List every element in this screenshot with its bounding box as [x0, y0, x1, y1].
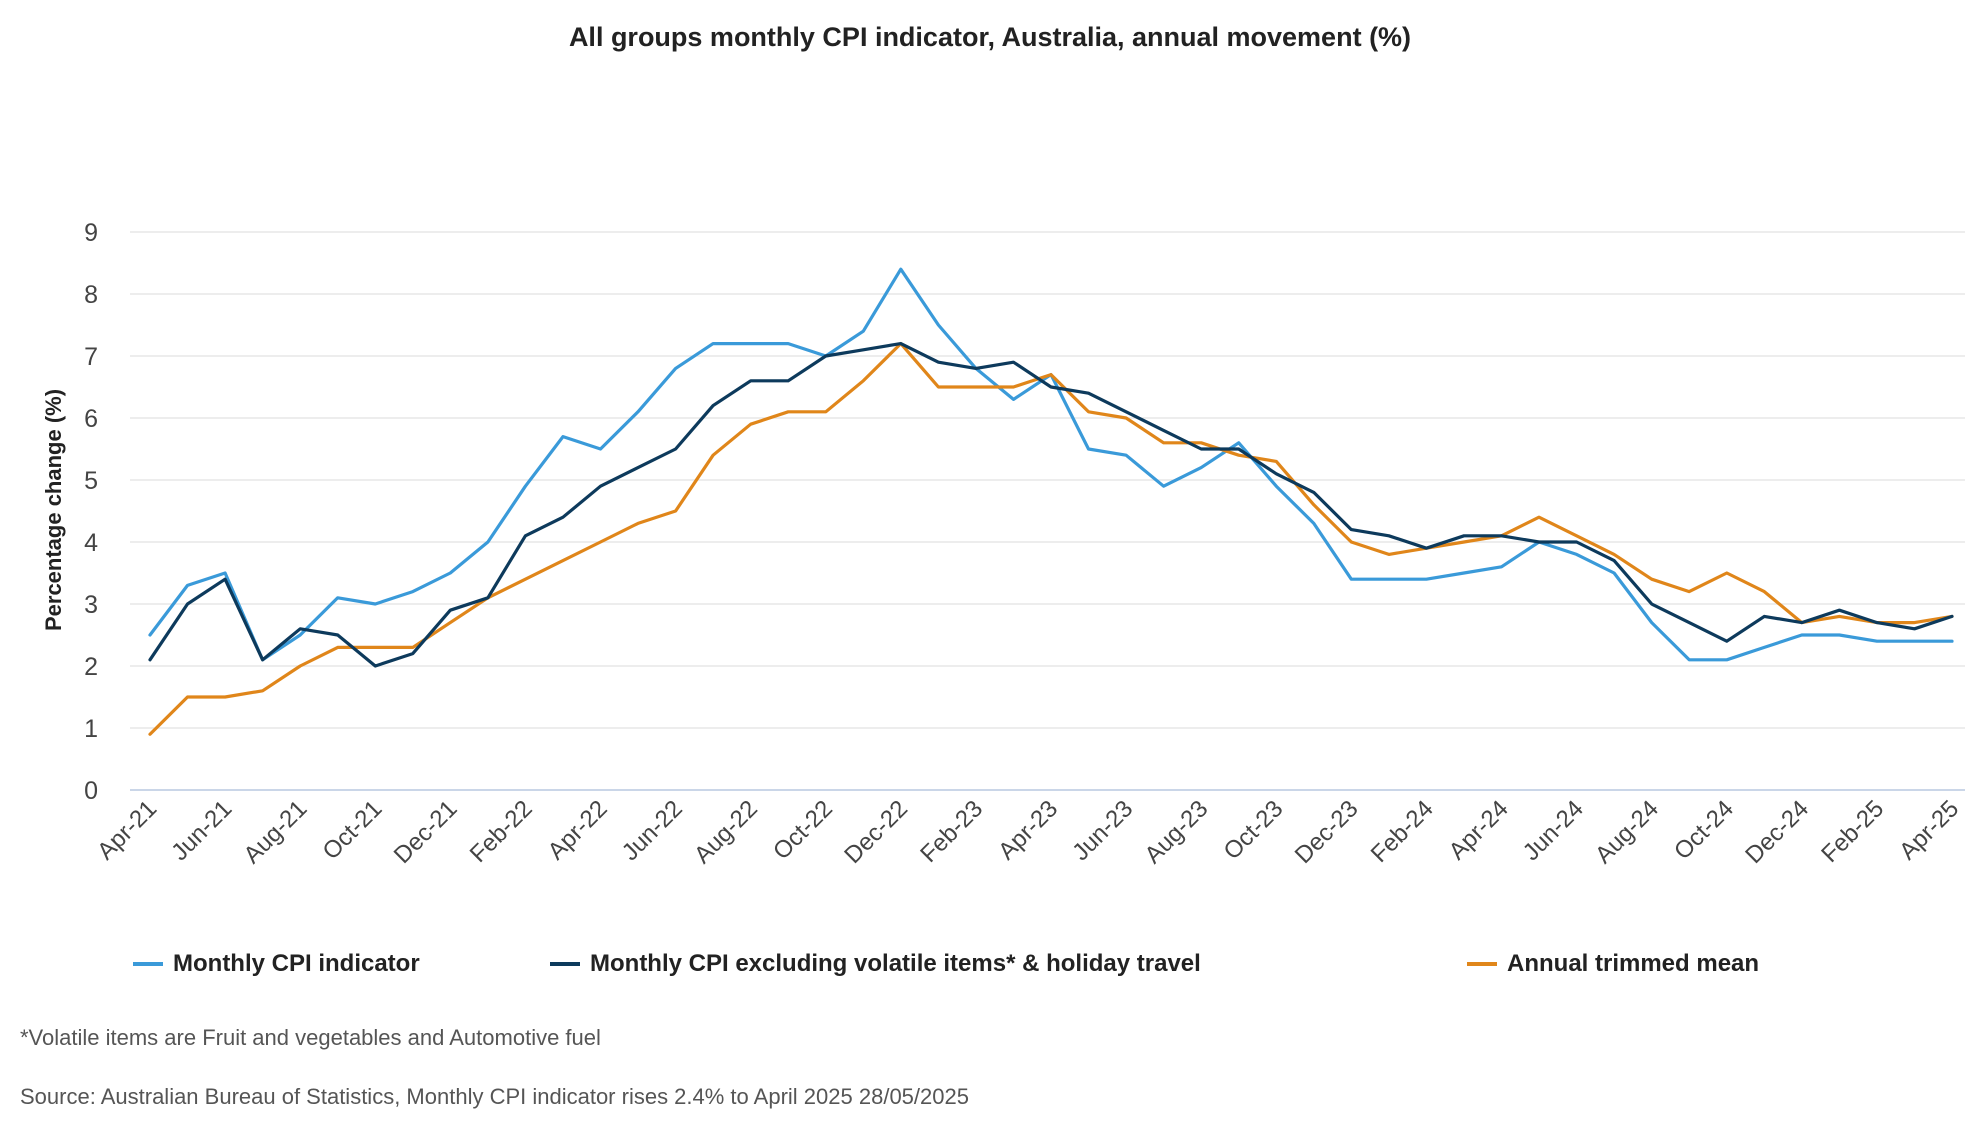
y-tick-label: 7 [84, 343, 98, 371]
x-tick-label: Oct-21 [317, 795, 387, 865]
x-tick-label: Oct-23 [1218, 795, 1288, 865]
x-tick-label: Feb-24 [1366, 795, 1439, 868]
x-tick-label: Dec-22 [839, 795, 913, 869]
x-tick-label: Feb-25 [1816, 795, 1889, 868]
legend-item-excluding-volatile: Monthly CPI excluding volatile items* & … [550, 950, 1201, 978]
x-tick-label: Jun-24 [1518, 795, 1589, 866]
legend-label: Monthly CPI indicator [173, 950, 420, 977]
x-tick-label: Aug-24 [1590, 795, 1664, 869]
y-tick-label: 3 [84, 591, 98, 619]
y-axis-ticks: 0 1 2 3 4 5 6 7 8 9 [84, 219, 98, 805]
source-note: Source: Australian Bureau of Statistics,… [20, 1084, 969, 1109]
x-tick-label: Jun-23 [1067, 795, 1138, 866]
y-tick-label: 0 [84, 777, 98, 805]
legend-swatch [1467, 962, 1497, 966]
x-tick-label: Oct-22 [768, 795, 838, 865]
x-tick-label: Apr-25 [1894, 795, 1964, 865]
x-axis-ticks: Apr-21 Jun-21 Aug-21 Oct-21 Dec-21 Feb-22 Apr-… [92, 795, 1964, 869]
y-tick-label: 2 [84, 653, 98, 681]
x-tick-label: Oct-24 [1669, 795, 1739, 865]
y-tick-label: 9 [84, 219, 98, 247]
legend-label: Annual trimmed mean [1507, 950, 1760, 977]
legend-item-trimmed-mean: Annual trimmed mean [1467, 950, 1759, 978]
footnote: *Volatile items are Fruit and vegetables… [20, 1025, 601, 1050]
x-tick-label: Apr-24 [1444, 795, 1514, 865]
x-tick-label: Jun-21 [166, 795, 237, 866]
gridlines [130, 231, 1965, 791]
legend-label: Monthly CPI excluding volatile items* & … [590, 950, 1201, 977]
x-tick-label: Dec-23 [1290, 795, 1364, 869]
x-tick-label: Feb-22 [465, 795, 538, 868]
legend-swatch [133, 962, 163, 966]
x-tick-label: Aug-23 [1140, 795, 1214, 869]
x-tick-label: Apr-21 [92, 795, 162, 865]
legend: Monthly CPI indicator Monthly CPI exclud… [0, 950, 1980, 990]
y-tick-label: 1 [84, 715, 98, 743]
series-lines [148, 267, 1954, 736]
x-tick-label: Aug-22 [689, 795, 763, 869]
x-tick-label: Dec-24 [1740, 795, 1814, 869]
legend-swatch [550, 962, 580, 966]
x-tick-label: Apr-22 [543, 795, 613, 865]
x-tick-label: Aug-21 [239, 795, 313, 869]
y-axis-label: Percentage change (%) [41, 389, 66, 631]
chart-title: All groups monthly CPI indicator, Austra… [568, 22, 1412, 52]
series-line-0 [148, 267, 1954, 662]
x-tick-label: Feb-23 [915, 795, 988, 868]
y-tick-label: 4 [84, 529, 98, 557]
x-tick-label: Jun-22 [617, 795, 688, 866]
series-line-2 [148, 342, 1954, 736]
y-tick-label: 8 [84, 281, 98, 309]
series-line-1 [148, 342, 1954, 668]
x-tick-label: Apr-23 [993, 795, 1063, 865]
legend-item-monthly-cpi: Monthly CPI indicator [133, 950, 420, 978]
x-tick-label: Dec-21 [389, 795, 463, 869]
y-tick-label: 6 [84, 405, 98, 433]
y-tick-label: 5 [84, 467, 98, 495]
